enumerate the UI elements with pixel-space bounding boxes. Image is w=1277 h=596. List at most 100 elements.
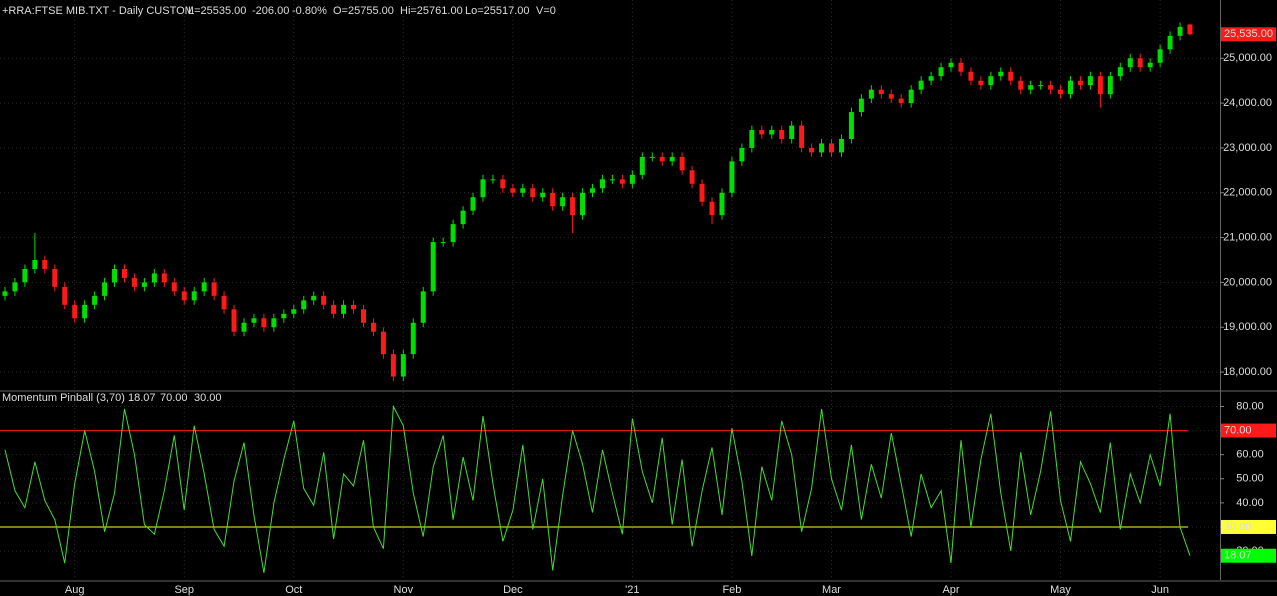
x-tick-label: Dec xyxy=(503,584,523,596)
candle-body xyxy=(231,309,237,332)
candle-body xyxy=(1077,80,1083,86)
candle-body xyxy=(92,295,98,305)
candle-body xyxy=(948,62,954,68)
candle-body xyxy=(709,201,715,216)
y-tick-label: 19,000.00 xyxy=(1223,321,1272,333)
x-tick-label: Feb xyxy=(722,584,741,596)
candle-body xyxy=(1177,26,1183,36)
x-tick-label: May xyxy=(1050,584,1071,596)
x-tick-label: Apr xyxy=(942,584,959,596)
candle-body xyxy=(1018,80,1024,90)
candle-body xyxy=(759,130,765,135)
candle-body xyxy=(1008,71,1014,81)
candle-body xyxy=(1087,76,1093,86)
candle-body xyxy=(331,304,337,314)
oscillator-line xyxy=(4,404,1191,573)
candle-body xyxy=(530,188,536,198)
candle-body xyxy=(1097,76,1103,95)
candle-body xyxy=(500,179,506,189)
candle-body xyxy=(858,98,864,113)
candle-body xyxy=(490,179,496,181)
candle-body xyxy=(619,179,625,184)
level-badge: 30.00 xyxy=(1224,521,1252,533)
candle-body xyxy=(1038,85,1044,87)
candle-body xyxy=(261,318,267,328)
candle-body xyxy=(958,62,964,72)
last-value-badge: 18.07 xyxy=(1224,550,1252,562)
candle-body xyxy=(32,260,38,269)
candle-body xyxy=(908,89,914,104)
candle-body xyxy=(211,282,217,296)
candle-body xyxy=(420,291,426,323)
y-tick-label: 80.00 xyxy=(1236,400,1264,412)
candle-body xyxy=(878,89,884,95)
candle-body xyxy=(241,322,247,332)
candle-body xyxy=(799,125,805,148)
candle-body xyxy=(1058,89,1064,95)
x-tick-label: Mar xyxy=(822,584,841,596)
candle-body xyxy=(131,277,137,287)
x-tick-label: '21 xyxy=(625,584,639,596)
candle-body xyxy=(809,147,815,153)
y-tick-label: 50.00 xyxy=(1236,473,1264,485)
candle-body xyxy=(898,98,904,104)
candle-body xyxy=(1117,67,1123,77)
y-tick-label: 21,000.00 xyxy=(1223,231,1272,243)
candle-body xyxy=(271,318,277,328)
candle-body xyxy=(121,268,127,278)
candle-body xyxy=(599,179,605,189)
candle-body xyxy=(82,304,88,319)
candle-body xyxy=(689,170,695,184)
candle-body xyxy=(729,161,735,193)
candle-body xyxy=(221,295,227,310)
candle-body xyxy=(102,282,108,296)
level-badge-bg xyxy=(1221,423,1276,438)
candle-body xyxy=(510,188,516,193)
y-tick-label: 23,000.00 xyxy=(1223,142,1272,154)
candle-body xyxy=(779,130,785,139)
candle-body xyxy=(480,179,486,198)
candle-body xyxy=(590,188,596,193)
readout: 18.07 xyxy=(128,392,156,404)
candle-body xyxy=(181,291,187,301)
candle-body xyxy=(749,130,755,148)
candle-body xyxy=(888,94,894,99)
candle-body xyxy=(938,67,944,77)
candle-body xyxy=(281,313,287,319)
candle-body xyxy=(739,147,745,162)
y-tick-label: 20,000.00 xyxy=(1223,276,1272,288)
candle-body xyxy=(1048,85,1054,90)
candle-body xyxy=(390,354,396,377)
candle-body xyxy=(72,304,78,319)
readout: 30.00 xyxy=(194,392,222,404)
candle-body xyxy=(112,268,118,283)
candle-body xyxy=(998,71,1004,77)
candle-body xyxy=(201,282,207,292)
candle-body xyxy=(789,125,795,139)
last-value-badge-bg xyxy=(1221,548,1276,563)
candle-body xyxy=(520,188,526,193)
x-tick-label: Oct xyxy=(285,584,302,596)
candle-body xyxy=(560,197,566,207)
x-tick-label: Jun xyxy=(1151,584,1169,596)
candle-body xyxy=(470,197,476,211)
readout: V=0 xyxy=(536,5,556,17)
candle-body xyxy=(450,224,456,243)
candle-body xyxy=(22,268,28,283)
candle-body xyxy=(719,192,725,216)
candle-body xyxy=(848,112,854,139)
candle-body xyxy=(1167,35,1173,50)
candle-body xyxy=(679,156,685,171)
candle-body xyxy=(1137,58,1143,68)
candle-body xyxy=(341,304,347,314)
candle-body xyxy=(370,322,376,332)
level-badge-bg xyxy=(1221,519,1276,534)
candle-body xyxy=(659,156,665,162)
candle-body xyxy=(639,156,645,175)
candle-body xyxy=(430,242,436,292)
readout: Hi=25761.00 xyxy=(400,5,463,17)
candle-body xyxy=(988,76,994,86)
candle-body xyxy=(410,322,416,355)
